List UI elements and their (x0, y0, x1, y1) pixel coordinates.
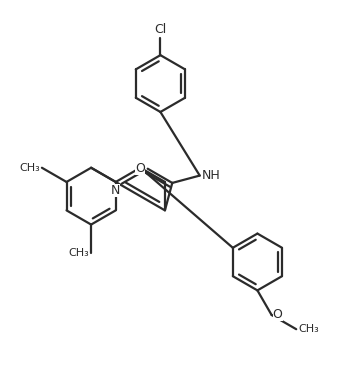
Text: CH₃: CH₃ (69, 248, 89, 258)
Text: NH: NH (201, 169, 220, 182)
Text: N: N (111, 184, 120, 197)
Text: Cl: Cl (154, 23, 166, 36)
Text: O: O (273, 309, 283, 321)
Text: CH₃: CH₃ (298, 324, 319, 334)
Text: CH₃: CH₃ (19, 163, 40, 173)
Text: O: O (135, 162, 145, 175)
